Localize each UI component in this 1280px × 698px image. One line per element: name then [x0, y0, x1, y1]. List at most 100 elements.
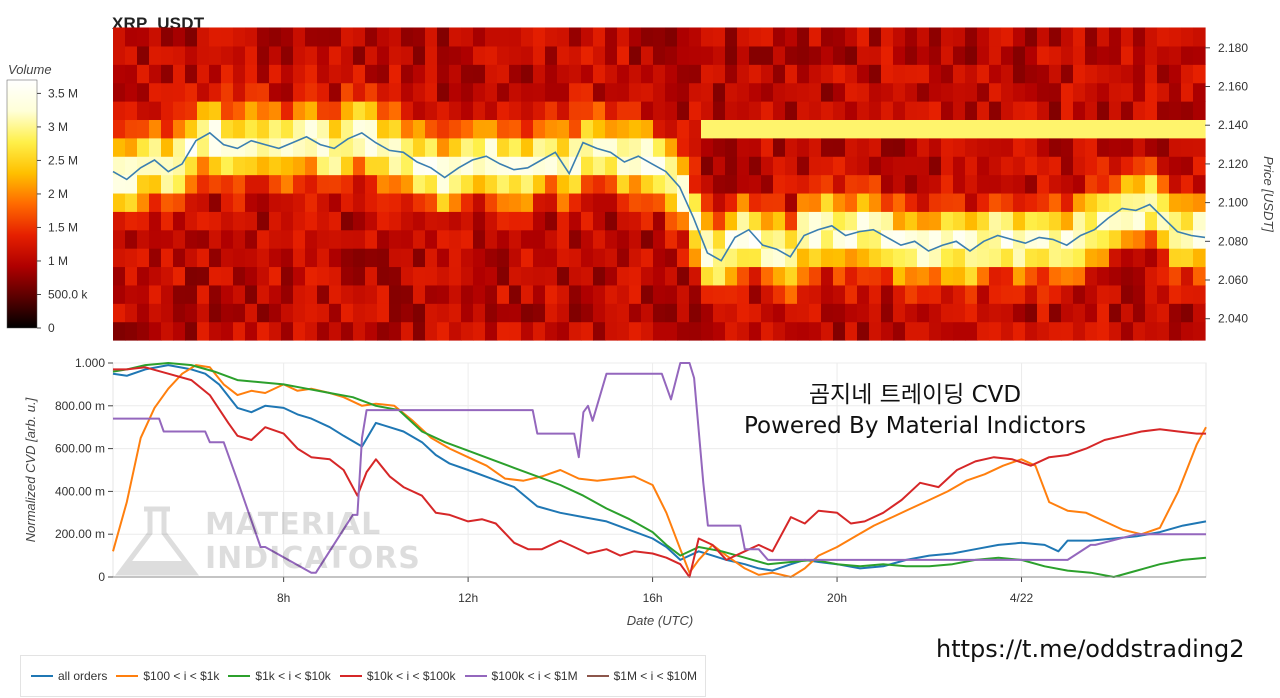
heatmap-cell — [365, 229, 378, 249]
heatmap-cell — [509, 321, 522, 341]
heatmap-cell — [641, 101, 654, 121]
heatmap-cell — [149, 119, 162, 139]
heatmap-cell — [377, 211, 390, 231]
heatmap-cell — [605, 192, 618, 212]
heatmap-cell — [953, 82, 966, 102]
heatmap-cell — [821, 174, 834, 194]
heatmap-cell — [593, 229, 606, 249]
heatmap-cell — [293, 101, 306, 121]
heatmap-cell — [929, 284, 942, 304]
legend-item-1[interactable]: $100 < i < $1k — [116, 669, 219, 683]
heatmap-cell — [977, 45, 990, 65]
legend-label: $10k < i < $100k — [366, 669, 456, 683]
colorbar-tick-label: 2 M — [48, 187, 68, 201]
heatmap-cell — [125, 45, 138, 65]
heatmap-cell — [617, 211, 630, 231]
heatmap-cell — [1193, 101, 1206, 121]
heatmap-cell — [905, 192, 918, 212]
heatmap-cell — [269, 174, 282, 194]
heatmap-cell — [641, 321, 654, 341]
heatmap-cell — [581, 284, 594, 304]
heatmap-cell — [317, 174, 330, 194]
heatmap-cell — [305, 156, 318, 176]
heatmap-cell — [941, 64, 954, 84]
heatmap-cell — [773, 82, 786, 102]
heatmap-cell — [1109, 174, 1122, 194]
heatmap-cell — [929, 229, 942, 249]
heatmap-cell — [1109, 284, 1122, 304]
legend-item-2[interactable]: $1k < i < $10k — [228, 669, 331, 683]
heatmap-cell — [389, 174, 402, 194]
heatmap-cell — [617, 137, 630, 157]
heatmap-cell — [881, 266, 894, 286]
heatmap-cell — [1097, 82, 1110, 102]
heatmap-cell — [833, 321, 846, 341]
heatmap-cell — [1181, 101, 1194, 121]
heatmap-cell — [197, 174, 210, 194]
heatmap-cell — [593, 192, 606, 212]
heatmap-cell — [533, 119, 546, 139]
heatmap-cell — [1061, 101, 1074, 121]
heatmap-cell — [1157, 27, 1170, 47]
heatmap-cell — [1037, 266, 1050, 286]
heatmap-cell — [197, 137, 210, 157]
legend-item-0[interactable]: all orders — [31, 669, 107, 683]
heatmap-cell — [173, 303, 186, 323]
heatmap-cell — [629, 211, 642, 231]
heatmap-cell — [929, 27, 942, 47]
heatmap-cell — [677, 119, 690, 139]
heatmap-cell — [1061, 229, 1074, 249]
heatmap-cell — [425, 137, 438, 157]
heatmap-cell — [233, 192, 246, 212]
heatmap-cell — [761, 27, 774, 47]
heatmap-cell — [581, 137, 594, 157]
heatmap-cell — [605, 174, 618, 194]
heatmap-cell — [701, 137, 714, 157]
heatmap-cell — [737, 248, 750, 268]
heatmap-cell — [437, 64, 450, 84]
heatmap-cell — [257, 119, 270, 139]
heatmap-cell — [425, 101, 438, 121]
heatmap-cell — [857, 101, 870, 121]
heatmap-cell — [245, 64, 258, 84]
heatmap-cell — [1133, 156, 1146, 176]
heatmap-cell — [869, 321, 882, 341]
heatmap-cell — [353, 284, 366, 304]
heatmap-cell — [605, 248, 618, 268]
heatmap-cell — [533, 27, 546, 47]
heatmap-cell — [641, 156, 654, 176]
heatmap-cell — [185, 64, 198, 84]
heatmap-cell — [581, 45, 594, 65]
legend-item-4[interactable]: $100k < i < $1M — [464, 669, 578, 683]
heatmap-cell — [857, 229, 870, 249]
heatmap-cell — [293, 248, 306, 268]
legend-swatch — [464, 675, 487, 677]
heatmap-cell — [893, 137, 906, 157]
heatmap-cell — [809, 248, 822, 268]
heatmap-cell — [293, 45, 306, 65]
heatmap-cell — [809, 211, 822, 231]
legend-item-3[interactable]: $10k < i < $100k — [339, 669, 456, 683]
heatmap-cell — [1049, 192, 1062, 212]
heatmap-cell — [845, 266, 858, 286]
heatmap-cell — [1001, 156, 1014, 176]
heatmap-cell — [1061, 27, 1074, 47]
heatmap-cell — [1121, 82, 1134, 102]
heatmap-cell — [1061, 192, 1074, 212]
heatmap-cell — [701, 156, 714, 176]
heatmap-cell — [449, 119, 462, 139]
heatmap-cell — [437, 248, 450, 268]
heatmap-cell — [161, 229, 174, 249]
heatmap-cell — [233, 303, 246, 323]
heatmap-cell — [797, 64, 810, 84]
heatmap-cell — [953, 192, 966, 212]
telegram-url[interactable]: https://t.me/oddstrading2 — [936, 635, 1245, 663]
heatmap-cell — [425, 174, 438, 194]
legend-item-5[interactable]: $1M < i < $10M — [586, 669, 697, 683]
heatmap-cell — [593, 266, 606, 286]
heatmap-cell — [365, 137, 378, 157]
heatmap-cell — [677, 229, 690, 249]
heatmap-cell — [1169, 211, 1182, 231]
heatmap-cell — [461, 266, 474, 286]
heatmap-cell — [617, 64, 630, 84]
